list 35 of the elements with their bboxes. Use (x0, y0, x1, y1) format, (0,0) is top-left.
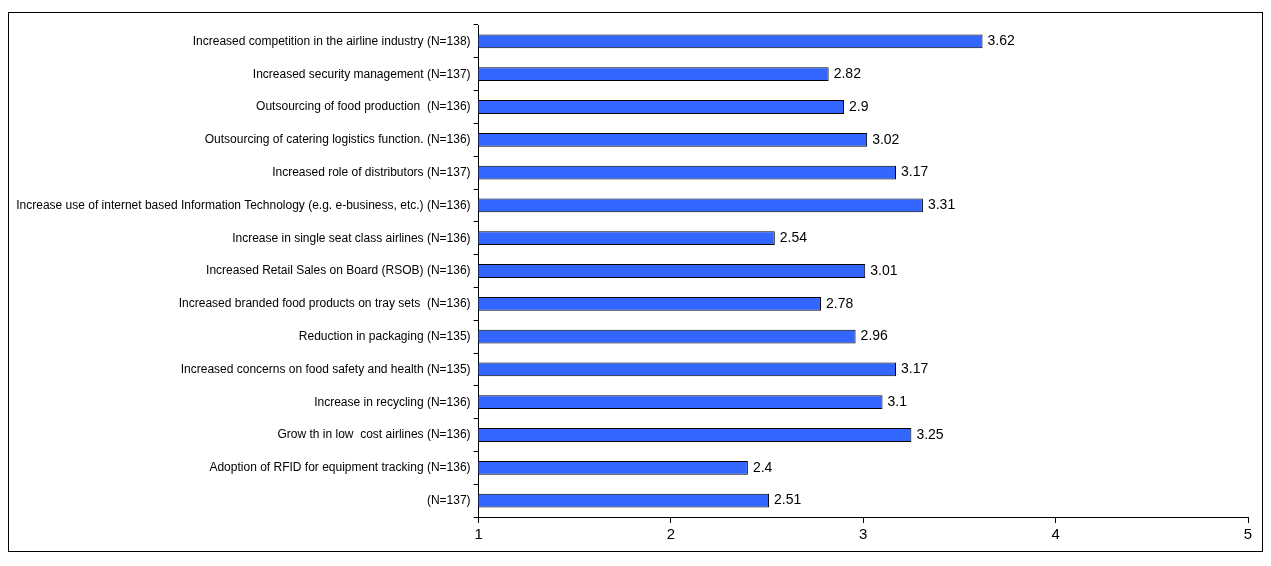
data-label: 3.25 (916, 425, 944, 442)
y-tick-label: Reduction in packaging (N=135) (298, 328, 471, 343)
y-tick-label: Increase in single seat class airlines (N=136) (232, 230, 471, 245)
data-label: 2.51 (774, 491, 802, 508)
data-label: 3.62 (987, 32, 1016, 49)
y-tick-label: Increased Retail Sales on Board (RSOB) (N=136) (206, 263, 471, 278)
data-label: 2.78 (825, 294, 854, 311)
data-label: 2.96 (860, 327, 889, 344)
y-tick-label: (N=137) (426, 492, 471, 507)
y-tick-label: Increase in recycling (N=136) (314, 394, 471, 409)
x-tick-label: 3 (859, 525, 868, 543)
y-tick-label: Increased competition in the airline industry (N=138) (192, 33, 471, 48)
data-label: 3.1 (887, 393, 908, 410)
data-label: 3.17 (900, 360, 929, 377)
y-tick-label: Outsourcing of food production (N=136) (256, 99, 471, 114)
data-label: 2.54 (779, 229, 808, 246)
x-tick-label: 4 (1051, 525, 1060, 543)
x-tick-label: 2 (666, 525, 676, 543)
y-tick-label: Increase use of internet based Information Technology (e.g. e-business, etc.) (N=136) (16, 197, 471, 212)
x-tick-label: 1 (474, 525, 483, 543)
y-tick-label: Increased security management (N=137) (252, 66, 471, 81)
x-tick-label: 5 (1243, 525, 1253, 543)
data-label: 2.9 (849, 97, 869, 114)
data-label: 2.82 (833, 65, 862, 82)
y-tick-label: Increased concerns on food safety and health (N=135) (180, 361, 471, 376)
y-tick-label: Increased branded food products on tray sets (N=136) (178, 296, 471, 311)
y-tick-label: Adoption of RFID for equipment tracking (N=136) (209, 460, 471, 475)
data-label: 3.02 (872, 130, 900, 147)
y-tick-label: Grow th in low cost airlines (N=136) (277, 427, 471, 442)
data-label: 3.31 (927, 196, 956, 213)
data-label: 2.4 (752, 458, 773, 475)
y-tick-label: Outsourcing of catering logistics function. (N=136) (204, 132, 471, 147)
data-label: 3.17 (900, 163, 929, 180)
y-tick-label: Increased role of distributors (N=137) (272, 164, 471, 179)
data-label: 3.01 (870, 261, 898, 278)
